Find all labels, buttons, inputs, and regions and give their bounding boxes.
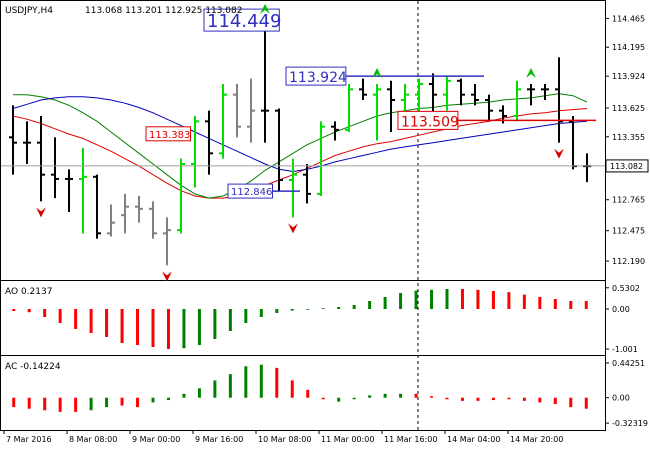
main-panel-frame [0, 0, 606, 281]
ohlc-bar[interactable] [471, 84, 479, 106]
current-price-box [605, 159, 649, 173]
ao-tick-label: -1.001 [612, 345, 638, 354]
time-label: 9 Mar 00:00 [132, 435, 180, 444]
time-label: 9 Mar 16:00 [195, 435, 243, 444]
ohlc-bar[interactable] [401, 84, 409, 116]
ac-panel-frame [0, 355, 606, 431]
ohlc-bar[interactable] [485, 94, 493, 122]
level-label: 113.383 [149, 130, 190, 141]
ohlc-bar[interactable] [37, 116, 45, 202]
ac-tick-label: -0.32319 [612, 419, 648, 428]
ohlc-bar[interactable] [317, 121, 325, 196]
level-label: 114.449 [207, 11, 281, 32]
ohlc-bar[interactable] [149, 201, 157, 239]
ohlc-bar[interactable] [443, 76, 451, 111]
ohlc-bar[interactable] [331, 121, 339, 141]
time-label: 11 Mar 00:00 [321, 435, 374, 444]
ao-title: AO 0.2137 [5, 287, 52, 297]
ohlc-bar[interactable] [541, 84, 549, 100]
fractal-up-arrow [526, 68, 536, 78]
ohlc-bar[interactable] [373, 84, 381, 141]
ohlc-bar[interactable] [9, 105, 17, 175]
price-tick-label: 114.195 [612, 43, 645, 52]
ohlc-bar[interactable] [569, 116, 577, 170]
ohlc-bar[interactable] [51, 137, 59, 199]
ohlc-bar[interactable] [247, 78, 255, 143]
ohlc-bar[interactable] [93, 174, 101, 239]
time-label: 14 Mar 04:00 [447, 435, 500, 444]
ohlc-bar[interactable] [177, 158, 185, 234]
ohlc-bar[interactable] [359, 78, 367, 100]
level-label: 112.846 [231, 187, 272, 198]
ohlc-bar[interactable] [555, 57, 563, 143]
ohlc-bar[interactable] [135, 196, 143, 223]
time-label: 7 Mar 2016 [6, 435, 52, 444]
ohlc-bar[interactable] [219, 84, 227, 159]
level-label-box [227, 183, 273, 199]
time-label: 11 Mar 16:00 [384, 435, 437, 444]
price-tick-label: 113.625 [612, 104, 645, 113]
time-label: 8 Mar 08:00 [69, 435, 117, 444]
level-label-box [203, 8, 280, 32]
ohlc-bar[interactable] [65, 169, 73, 212]
ma-blue-line [12, 96, 588, 173]
ohlc-bar[interactable] [289, 158, 297, 218]
ohlc-bar[interactable] [191, 116, 199, 188]
price-tick-label: 113.924 [612, 72, 645, 81]
ohlc-bar[interactable] [205, 110, 213, 175]
time-label: 10 Mar 08:00 [258, 435, 311, 444]
ohlc-bar[interactable] [527, 84, 535, 106]
level-label-box [285, 66, 347, 86]
fractal-down-arrow [288, 223, 298, 234]
ac-tick-label: 0.44251 [612, 359, 645, 368]
ohlc-bar[interactable] [303, 164, 311, 204]
fractal-up-arrow [260, 4, 270, 14]
ohlc-bar[interactable] [415, 78, 423, 116]
ohlc-bar[interactable] [387, 80, 395, 132]
ohlc-bar[interactable] [457, 78, 465, 106]
time-label: 14 Mar 20:00 [510, 435, 563, 444]
ohlc-bar[interactable] [23, 121, 31, 164]
ohlc-bar[interactable] [583, 153, 591, 183]
symbol-title: USDJPY,H4 [5, 6, 53, 16]
ohlc-bar[interactable] [121, 193, 129, 234]
price-tick-label: 112.190 [612, 257, 645, 266]
ohlc-bar[interactable] [233, 84, 241, 138]
fractal-down-arrow [36, 207, 46, 218]
ohlc-readout: 113.068 113.201 112.925 113.082 [85, 6, 242, 16]
ohlc-bar[interactable] [107, 204, 115, 237]
ohlc-bar[interactable] [163, 217, 171, 266]
level-label: 113.924 [289, 70, 347, 86]
price-tick-label: 112.765 [612, 196, 645, 205]
ohlc-bar[interactable] [275, 108, 283, 191]
ac-title: AC -0.14224 [5, 362, 61, 372]
ohlc-bar[interactable] [261, 20, 269, 143]
level-label-box [145, 126, 191, 142]
ma-red-line [12, 108, 588, 199]
level-label: 113.509 [401, 114, 459, 130]
price-tick-label: 113.355 [612, 133, 645, 142]
fractal-down-arrow [162, 271, 172, 282]
fractal-down-arrow [554, 148, 564, 159]
ohlc-bar[interactable] [79, 148, 87, 234]
price-tick-label: 112.475 [612, 227, 645, 236]
ohlc-bar[interactable] [345, 84, 353, 132]
ao-tick-label: 0.00 [612, 305, 630, 314]
ohlc-bar[interactable] [513, 80, 521, 122]
level-label-box [397, 110, 459, 130]
ac-tick-label: 0.00 [612, 394, 630, 403]
fractal-up-arrow [372, 68, 382, 78]
current-price-label: 113.082 [610, 162, 643, 171]
ma-green-line [13, 93, 588, 199]
ao-tick-label: 0.5302 [612, 284, 640, 293]
price-tick-label: 114.465 [612, 14, 645, 23]
